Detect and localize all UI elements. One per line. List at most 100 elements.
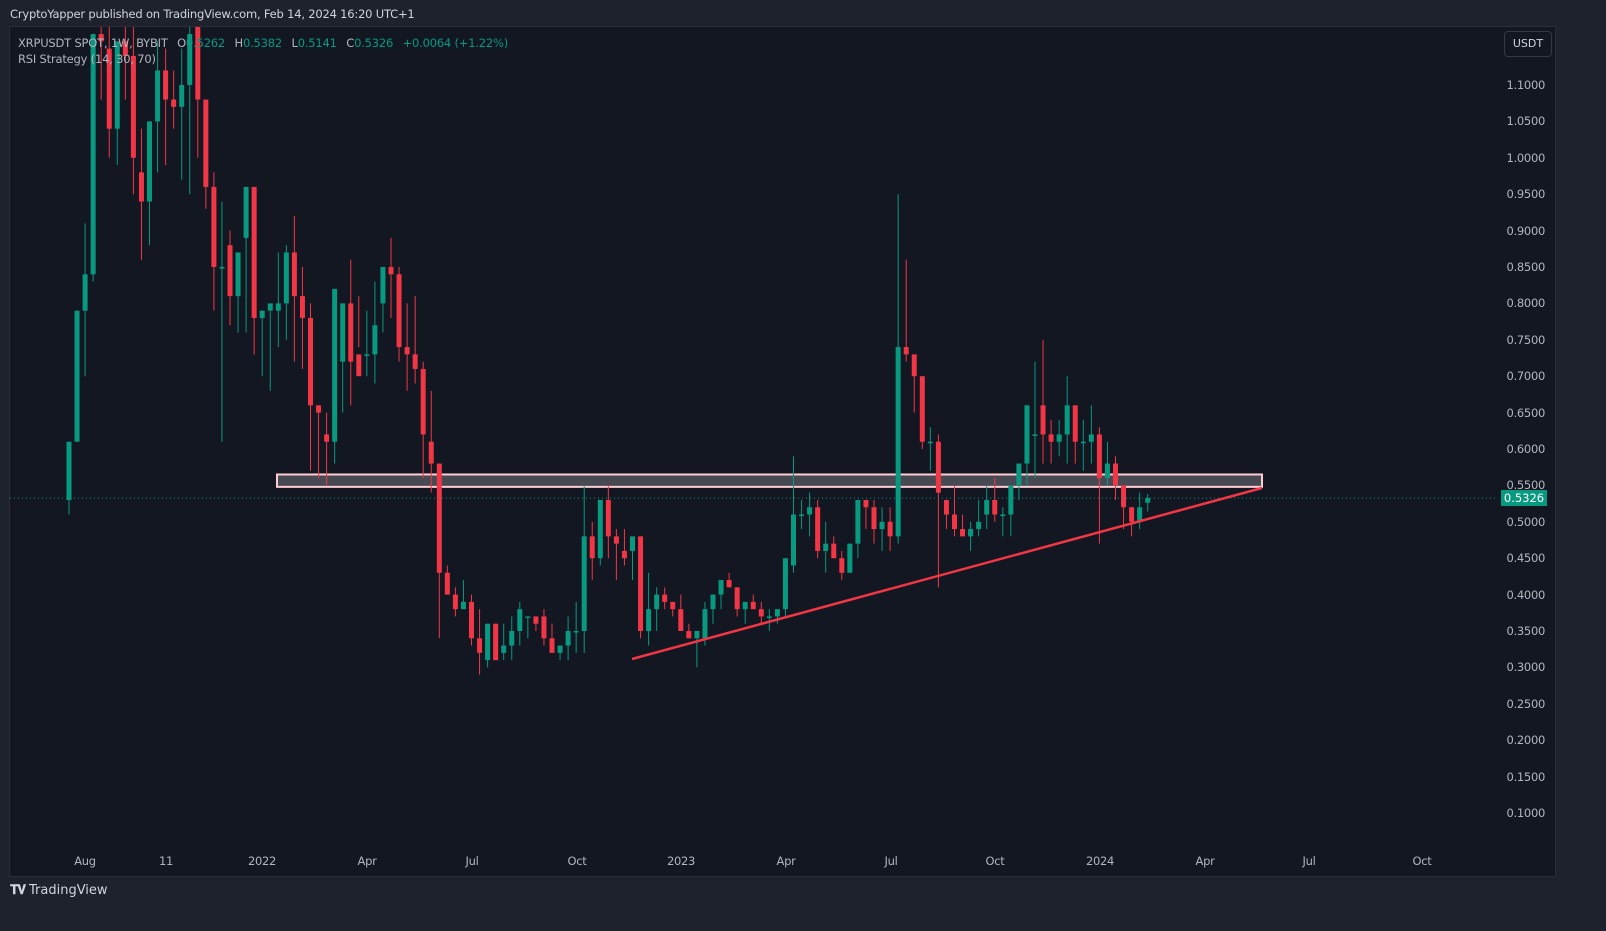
candle	[573, 631, 579, 633]
candle	[509, 631, 515, 646]
candle	[694, 631, 700, 639]
price-tick-label: 0.9500	[1506, 187, 1546, 202]
candle	[1121, 485, 1127, 508]
candle	[348, 303, 354, 362]
candle	[686, 631, 692, 639]
candle	[992, 499, 998, 515]
candle	[82, 274, 88, 311]
candle	[1113, 463, 1118, 486]
candle	[630, 536, 635, 551]
candle	[839, 558, 845, 573]
candle	[935, 441, 941, 493]
candle	[984, 499, 990, 515]
candle	[291, 252, 297, 297]
publish-bar: CryptoYapper published on TradingView.co…	[0, 0, 1606, 26]
candle	[895, 347, 901, 537]
candle	[976, 521, 982, 530]
candle	[106, 48, 112, 129]
candle	[195, 27, 201, 100]
candle	[815, 507, 821, 551]
published-caption: CryptoYapper published on TradingView.co…	[10, 7, 415, 21]
open-label: O	[177, 36, 186, 50]
price-pane[interactable]: XRPUSDT SPOT, 1W, BYBIT O0.5262 H0.5382 …	[10, 27, 1497, 876]
candle	[517, 609, 523, 631]
candle	[211, 186, 217, 267]
candle	[412, 354, 418, 369]
candle	[960, 529, 966, 537]
symbol-row: XRPUSDT SPOT, 1W, BYBIT O0.5262 H0.5382 …	[18, 35, 514, 51]
candle	[114, 41, 120, 129]
candle	[380, 267, 386, 304]
time-tick-label: Apr	[776, 854, 796, 868]
candle	[879, 521, 885, 530]
indicator-label[interactable]: RSI Strategy (14, 30, 70)	[18, 52, 156, 66]
candle	[428, 441, 434, 464]
candle	[734, 587, 740, 610]
time-tick-label: Oct	[1412, 854, 1432, 868]
candle	[1129, 507, 1135, 522]
symbol-label[interactable]: XRPUSDT SPOT, 1W, BYBIT	[18, 36, 168, 50]
candle	[1096, 434, 1102, 479]
candle	[420, 368, 426, 435]
candle	[444, 572, 450, 595]
candle	[670, 601, 676, 610]
candle	[235, 252, 241, 297]
candle	[1032, 434, 1038, 436]
candle	[1008, 485, 1014, 515]
candle	[1024, 405, 1030, 464]
candle	[525, 616, 531, 618]
candle	[227, 245, 233, 297]
candle	[758, 609, 764, 617]
price-tick-label: 0.5500	[1506, 478, 1546, 493]
time-tick-label: 11	[158, 854, 174, 868]
candle	[436, 463, 442, 573]
price-tick-label: 1.0000	[1506, 150, 1546, 165]
price-tick-label: 0.8500	[1506, 260, 1546, 274]
candle	[831, 543, 837, 559]
time-tick-label: 2024	[1085, 854, 1115, 868]
candle	[855, 499, 861, 544]
candle	[911, 354, 917, 377]
candle	[533, 616, 539, 624]
candle	[589, 536, 595, 559]
price-tick-label: 0.2500	[1506, 696, 1546, 711]
candle	[163, 70, 169, 100]
candle	[477, 638, 483, 653]
candle	[1072, 405, 1078, 442]
time-tick-label: Apr	[1195, 854, 1215, 868]
candle	[903, 347, 909, 355]
candle	[943, 499, 949, 515]
candle	[1145, 498, 1151, 503]
time-tick-label: Oct	[567, 854, 587, 868]
high-value: 0.5382	[242, 36, 283, 50]
price-tick-label: 0.4500	[1506, 551, 1546, 566]
candlestick-chart[interactable]	[10, 27, 1497, 876]
price-tick-label: 0.1500	[1506, 769, 1546, 784]
candle	[863, 499, 869, 508]
price-tick-label: 0.7500	[1506, 332, 1546, 347]
candle	[726, 580, 732, 588]
candle	[718, 580, 724, 595]
candle	[324, 434, 330, 442]
candle	[299, 296, 305, 318]
candle	[501, 645, 507, 653]
time-tick-label: Oct	[985, 854, 1005, 868]
candle	[332, 288, 338, 442]
candle	[1000, 514, 1006, 517]
candle	[1016, 463, 1022, 486]
candle	[138, 172, 144, 202]
candle	[638, 536, 644, 631]
low-label: L	[291, 36, 298, 50]
candle	[646, 609, 652, 631]
candle	[541, 616, 547, 639]
candle	[1040, 405, 1046, 435]
candle	[613, 536, 619, 544]
candle	[1064, 405, 1070, 435]
candle	[130, 55, 136, 158]
candle	[887, 521, 893, 537]
currency-button[interactable]: USDT	[1504, 31, 1552, 57]
close-value: 0.5326	[354, 36, 394, 50]
candle	[267, 303, 273, 311]
candle	[364, 354, 370, 356]
candle	[1088, 434, 1094, 442]
